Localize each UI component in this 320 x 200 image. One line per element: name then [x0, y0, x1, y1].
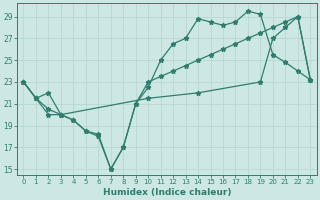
- X-axis label: Humidex (Indice chaleur): Humidex (Indice chaleur): [103, 188, 231, 197]
